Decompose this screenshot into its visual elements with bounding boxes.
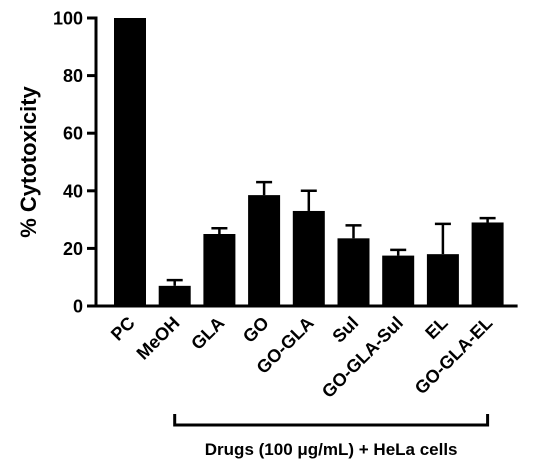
error-bar-el [434, 222, 451, 255]
group-label: Drugs (100 μg/mL) + HeLa cells [205, 440, 458, 459]
bar-go-gla [292, 210, 325, 306]
error-bar-go-gla-sul [390, 248, 407, 256]
x-tick-label: GO [239, 313, 273, 347]
y-tick-label: 0 [73, 297, 83, 317]
error-bar-go [256, 180, 273, 196]
x-tick-label: PC [107, 313, 139, 345]
group-bracket [173, 414, 490, 427]
error-bar-gla [211, 226, 228, 234]
x-tick-label: MeOH [133, 313, 184, 364]
bar-gla [203, 234, 236, 306]
y-tick-label: 100 [53, 9, 83, 29]
bar-go-gla-el [471, 222, 504, 306]
error-bar-meoh [166, 278, 183, 286]
x-tick-label: GLA [187, 313, 228, 354]
y-axis-label: % Cytotoxicity [16, 85, 41, 237]
y-tick-label: 60 [63, 124, 83, 144]
y-axis-ticks: 0 20 40 60 80 100 [53, 9, 96, 317]
error-bar-sul [345, 224, 362, 239]
error-bars [166, 180, 496, 286]
bar-pc [114, 18, 146, 306]
bar-go [248, 195, 281, 306]
bar-sul [337, 238, 370, 306]
y-tick-label: 40 [63, 181, 83, 201]
x-tick-label: Sul [328, 313, 362, 347]
bar-meoh [158, 285, 191, 306]
y-tick-label: 80 [63, 66, 83, 86]
bar-el [426, 254, 459, 306]
error-bar-go-gla [300, 189, 317, 211]
error-bar-go-gla-el [479, 216, 496, 223]
x-tick-label: GO-GLA-Sul [318, 313, 407, 402]
bar-go-gla-sul [382, 255, 415, 306]
bars [114, 18, 504, 306]
x-tick-label: EL [421, 313, 451, 343]
y-tick-label: 20 [63, 239, 83, 259]
